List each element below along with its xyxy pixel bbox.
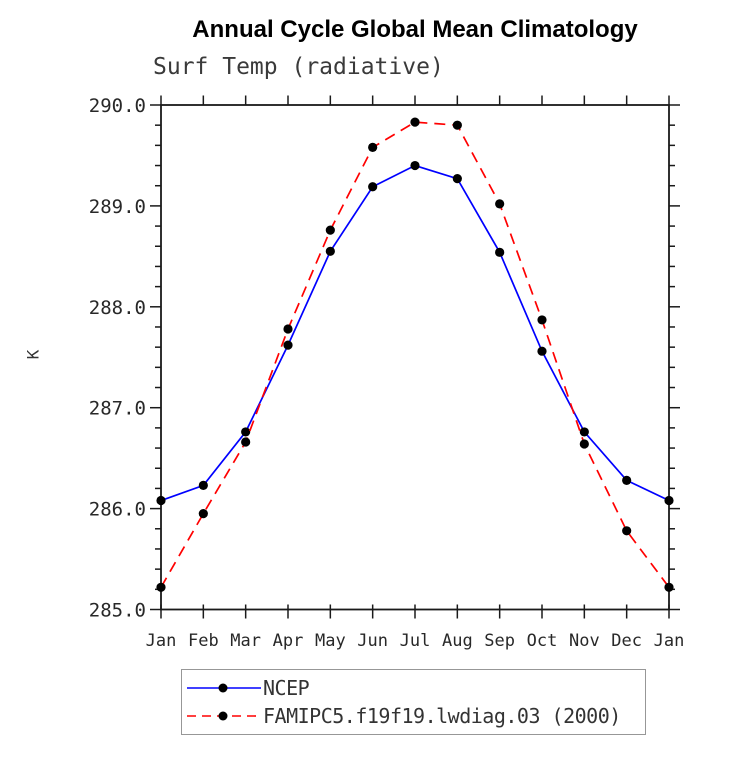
legend-marker-dot [218, 711, 228, 721]
x-tick-label: Nov [569, 631, 600, 651]
x-tick-label: Feb [188, 631, 219, 651]
data-point [368, 182, 378, 192]
data-point [452, 120, 462, 130]
y-tick-label: 290.0 [89, 95, 146, 117]
x-tick-label: Dec [611, 631, 642, 651]
legend-label-ncep: NCEP [263, 676, 310, 700]
legend-box: NCEP FAMIPC5.f19f19.lwdiag.03 (2000) [181, 669, 646, 735]
plot-area: 285.0 286.0 287.0 288.0 289.0 290.0 Jan Feb Mar A… [89, 95, 685, 651]
data-point [664, 495, 674, 506]
x-tick-label: Aug [442, 631, 473, 651]
data-point [325, 246, 335, 256]
data-point [664, 582, 674, 592]
legend-row-famipc5: FAMIPC5.f19f19.lwdiag.03 (2000) [185, 702, 645, 730]
data-point [622, 526, 632, 536]
data-point [495, 199, 505, 209]
legend-label-famipc5: FAMIPC5.f19f19.lwdiag.03 (2000) [263, 704, 621, 728]
data-point [579, 427, 589, 437]
data-point [452, 174, 462, 184]
legend-line-sample-solid [187, 683, 261, 693]
legend-line-sample-dashed [187, 711, 261, 721]
data-point [241, 437, 251, 447]
data-point [622, 475, 632, 485]
data-point [198, 509, 208, 519]
y-tick-label: 287.0 [89, 398, 146, 420]
chart-subtitle: Surf Temp (radiative) [153, 54, 444, 80]
x-tick-label: May [315, 631, 346, 651]
x-tick-label: Mar [230, 631, 261, 651]
x-tick-label: Jun [357, 631, 388, 651]
x-tick-label: Oct [527, 631, 558, 651]
data-point [368, 142, 378, 152]
data-point [198, 480, 208, 490]
legend-marker-dot [218, 683, 228, 693]
data-point [156, 582, 166, 592]
data-point [579, 439, 589, 449]
y-tick-label: 288.0 [89, 297, 146, 319]
series-line-solid [160, 164, 670, 502]
y-tick-label: 286.0 [89, 499, 146, 521]
data-point [537, 346, 547, 356]
data-point [241, 427, 251, 437]
legend-row-ncep: NCEP [185, 674, 645, 702]
y-tick-label: 285.0 [89, 600, 146, 622]
data-point [156, 495, 166, 506]
x-tick-label: Jan [654, 631, 685, 651]
data-point [410, 160, 420, 171]
data-point [537, 315, 547, 325]
x-tick-label: Jan [146, 631, 177, 651]
data-point [495, 247, 505, 257]
x-tick-label: Apr [273, 631, 304, 651]
data-point [283, 324, 293, 334]
data-point [283, 340, 293, 350]
x-tick-label: Sep [484, 631, 515, 651]
data-point [325, 225, 335, 235]
x-tick-label: Jul [400, 631, 431, 651]
series-line-dashed [160, 121, 670, 588]
y-tick-label: 289.0 [89, 196, 146, 218]
data-point [410, 117, 420, 127]
plot-border [160, 104, 670, 611]
chart-title: Annual Cycle Global Mean Climatology [192, 16, 638, 43]
